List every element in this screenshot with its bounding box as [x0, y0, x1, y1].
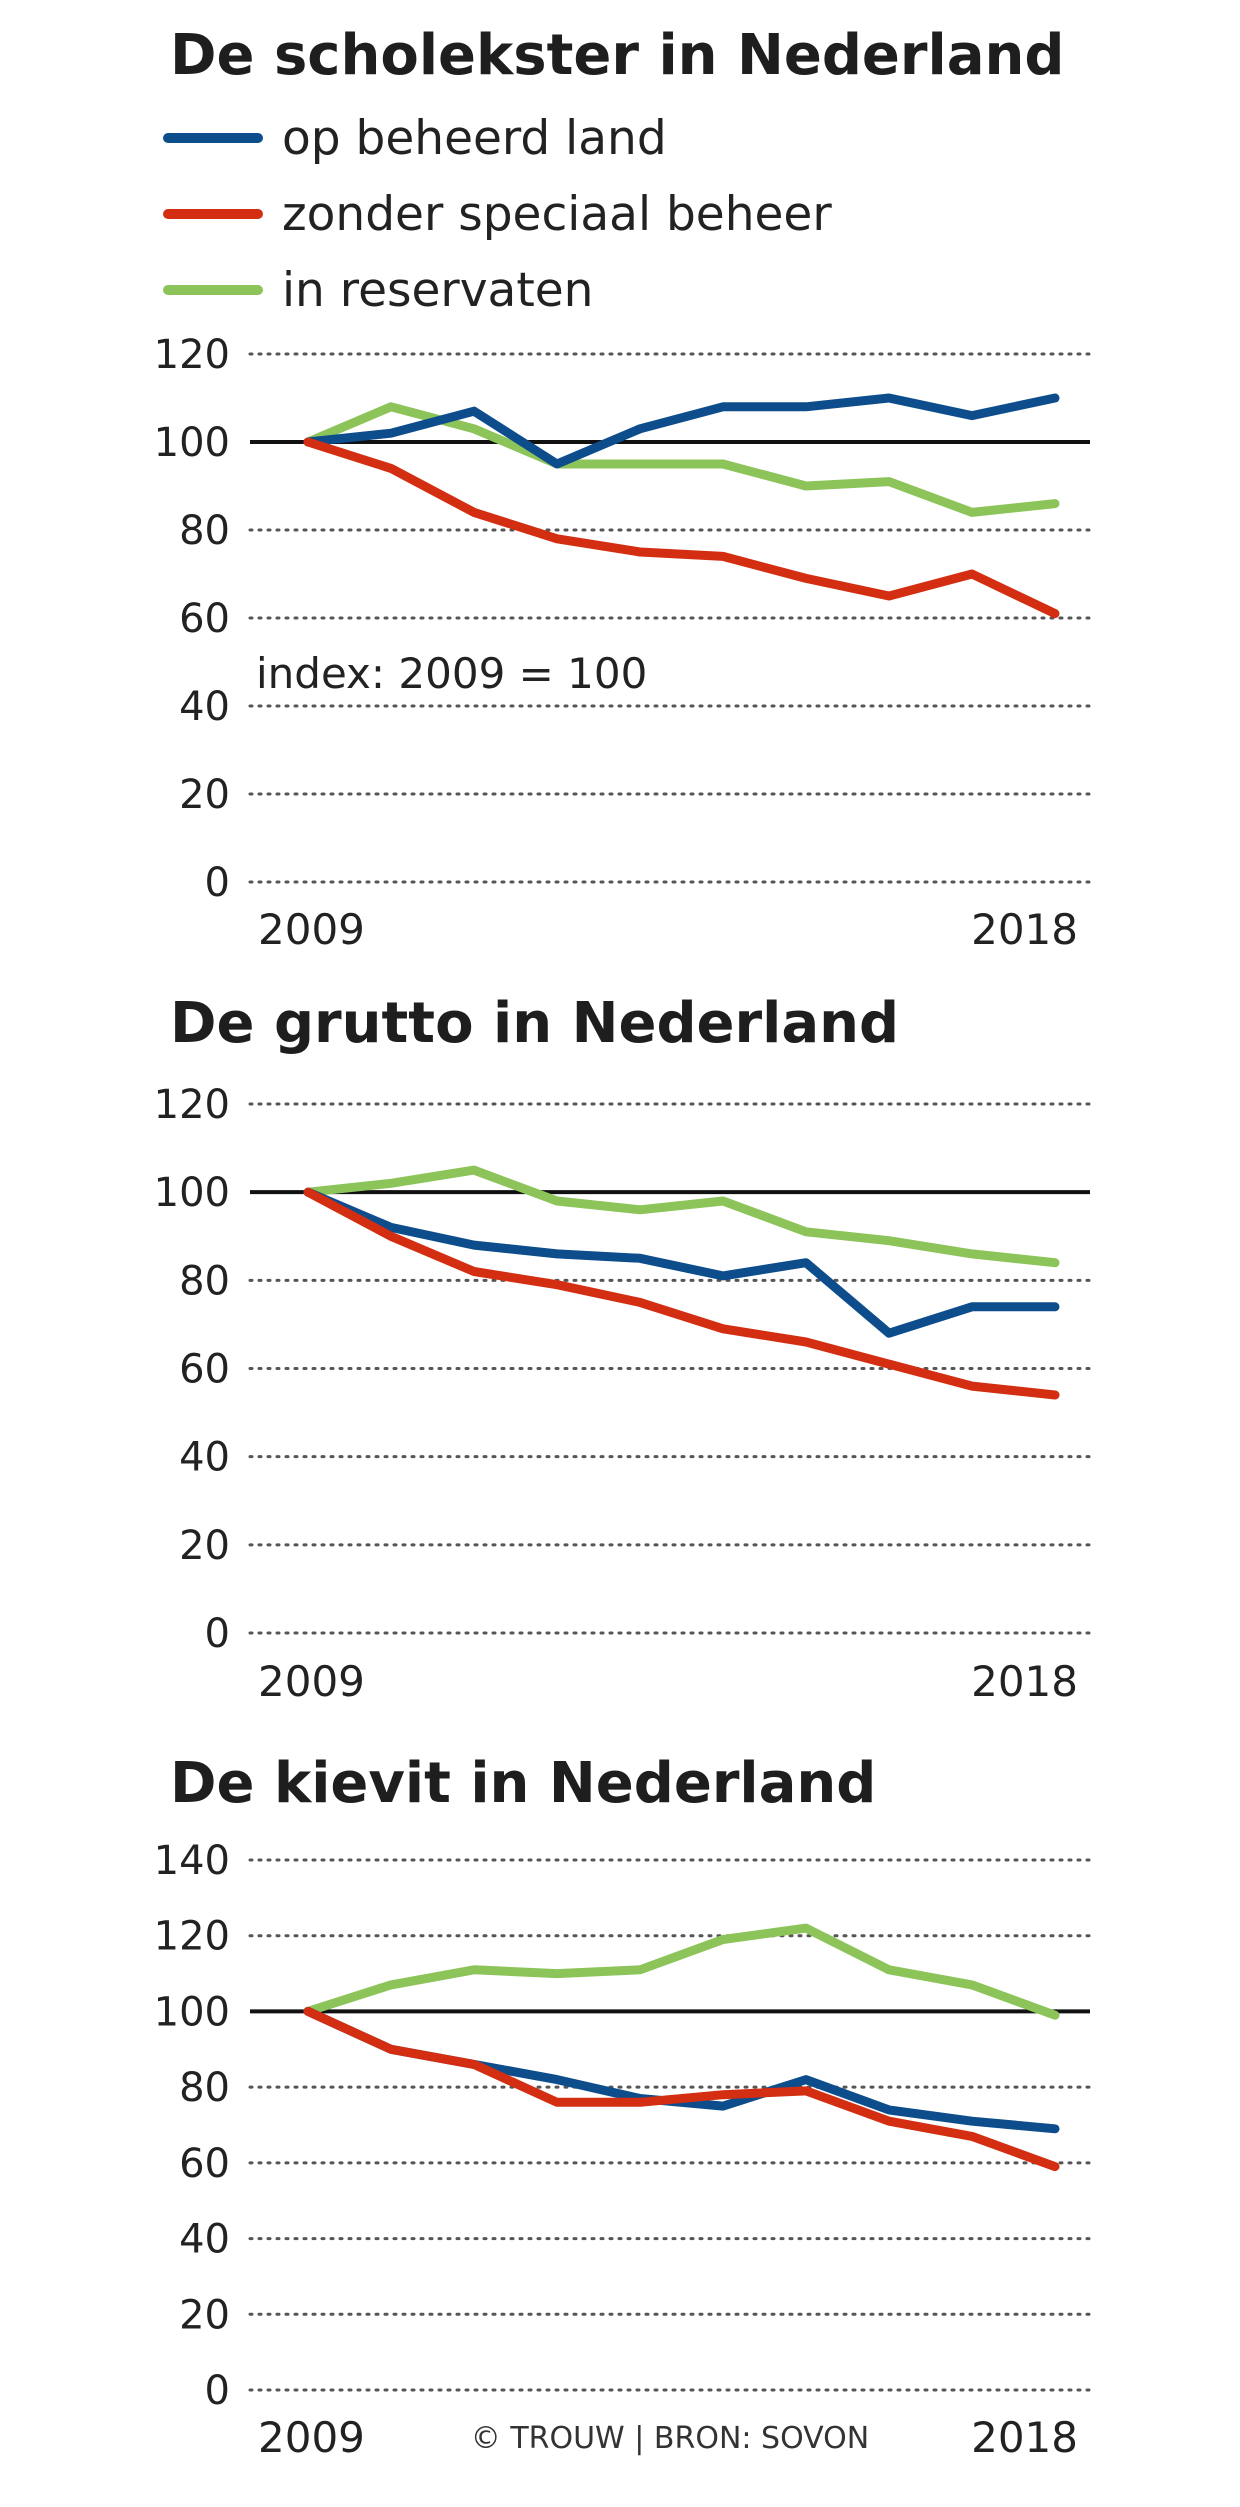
chart-title: De kievit in Nederland: [170, 1751, 876, 1816]
y-tick-label: 100: [154, 1170, 230, 1216]
y-tick-label: 0: [205, 2368, 230, 2414]
legend-item: zonder speciaal beheer: [163, 187, 832, 242]
y-tick-label: 140: [154, 1838, 230, 1884]
series-line: [303, 393, 1060, 469]
chart-title: De grutto in Nederland: [170, 991, 899, 1056]
series-line: [303, 437, 1060, 619]
series-line: [303, 1165, 1060, 1268]
y-tick-label: 60: [179, 1347, 230, 1393]
y-tick-label: 120: [154, 1082, 230, 1128]
y-tick-label: 40: [179, 684, 230, 730]
x-tick-label: 2018: [971, 905, 1078, 954]
x-tick-label: 2009: [258, 1657, 365, 1706]
y-tick-label: 80: [179, 2065, 230, 2111]
chart-panel-3: De kievit in Nederland 0 20 40 60 80 100 120 140…: [154, 1751, 1092, 2462]
series-line: [303, 2006, 1060, 2172]
legend-item: in reservaten: [163, 263, 593, 318]
legend-label: zonder speciaal beheer: [282, 187, 832, 242]
legend-label: in reservaten: [282, 263, 593, 318]
y-tick-label: 0: [205, 1611, 230, 1657]
y-tick-label: 100: [154, 420, 230, 466]
index-note: index: 2009 = 100: [256, 649, 647, 698]
chart-panel-2: De grutto in Nederland 0 20 40 60 80 100 120 200…: [154, 991, 1092, 1706]
legend-item: op beheerd land: [163, 111, 667, 166]
x-tick-label: 2018: [971, 1657, 1078, 1706]
chart-title: De scholekster in Nederland: [170, 23, 1064, 88]
y-tick-label: 0: [205, 860, 230, 906]
legend-label: op beheerd land: [282, 111, 667, 166]
y-tick-label: 60: [179, 596, 230, 642]
x-tick-label: 2018: [971, 2413, 1078, 2462]
x-tick-label: 2009: [258, 2413, 365, 2462]
x-tick-label: 2009: [258, 905, 365, 954]
y-tick-label: 60: [179, 2141, 230, 2187]
series-line: [303, 1923, 1060, 2020]
y-tick-label: 80: [179, 1258, 230, 1304]
y-tick-label: 80: [179, 508, 230, 554]
y-tick-label: 40: [179, 1435, 230, 1481]
y-tick-label: 20: [179, 772, 230, 818]
source-credit: © TROUW | BRON: SOVON: [471, 2421, 869, 2456]
chart-panel-1: De scholekster in Nederland 0 20 40 60 80 100 1…: [154, 23, 1092, 954]
y-tick-label: 120: [154, 1914, 230, 1960]
y-tick-label: 120: [154, 332, 230, 378]
y-tick-label: 20: [179, 1523, 230, 1569]
y-tick-label: 40: [179, 2217, 230, 2263]
y-tick-label: 20: [179, 2292, 230, 2338]
series-line: [303, 1187, 1060, 1338]
series-line: [303, 2006, 1060, 2134]
series-line: [303, 1187, 1060, 1400]
y-tick-label: 100: [154, 1989, 230, 2035]
